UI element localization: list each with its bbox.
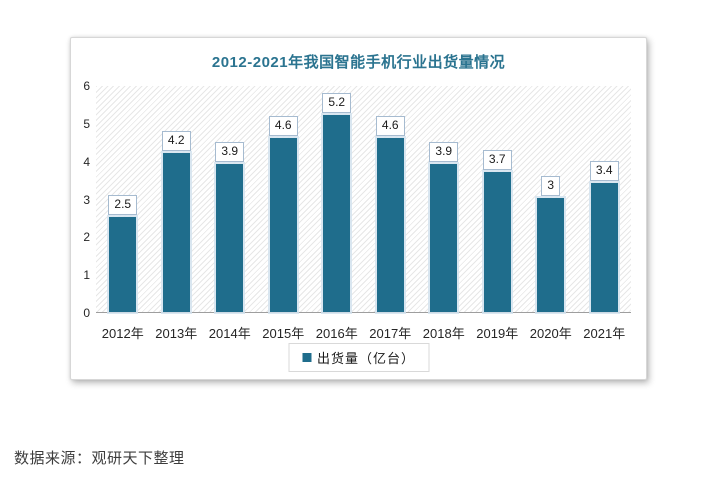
bar (430, 164, 458, 312)
x-axis-tick-label: 2017年 (369, 326, 412, 341)
bar-value-label: 2.5 (108, 195, 138, 215)
source-note: 数据来源：观研天下整理 (14, 450, 185, 467)
bar-value-label: 4.6 (268, 116, 298, 136)
bar-value-label: 3.4 (589, 161, 619, 181)
y-axis-tick-label: 2 (83, 230, 90, 245)
bar (109, 217, 137, 312)
bar-slot: 5.2 (310, 86, 364, 312)
legend-label: 出货量（亿台） (316, 351, 416, 366)
bar-slot: 3.4 (578, 86, 632, 312)
y-axis-tick-label: 5 (83, 116, 90, 131)
x-axis-tick-label: 2014年 (208, 326, 251, 341)
legend-swatch-icon (301, 353, 311, 362)
x-axis-tick-label: 2019年 (476, 326, 519, 341)
legend: 出货量（亿台） (287, 343, 430, 372)
x-axis-tick-label: 2016年 (315, 326, 358, 341)
y-axis: 0 1 2 3 4 5 6 (71, 79, 92, 320)
bar-slot: 4.6 (257, 86, 311, 312)
bar-slot: 3 (524, 86, 578, 312)
bar (323, 115, 351, 312)
bar-value-label: 3.9 (429, 142, 459, 162)
bar (376, 138, 404, 312)
bar (537, 198, 565, 312)
x-axis-tick-label: 2018年 (422, 326, 465, 341)
x-axis-tick-label: 2012年 (101, 326, 144, 341)
bar-value-label: 3 (541, 176, 561, 196)
y-axis-tick-label: 0 (83, 306, 90, 320)
chart-card: 2012-2021年我国智能手机行业出货量情况 0 1 2 3 4 5 6 2.5 4.2 3.… (70, 37, 647, 380)
x-axis-tick-label: 2013年 (155, 326, 198, 341)
bar-value-label: 3.9 (215, 142, 245, 162)
x-axis-tick-label: 2021年 (583, 326, 626, 341)
bar-slot: 2.5 (96, 86, 150, 312)
y-axis-tick-label: 3 (83, 192, 90, 207)
plot-area: 2.5 4.2 3.9 4.6 5.2 4.6 3.9 3.7 3 3.4 (96, 86, 631, 313)
bar (216, 164, 244, 312)
bar-value-label: 4.6 (375, 116, 405, 136)
x-axis-tick-label: 2020年 (529, 326, 572, 341)
bar (590, 183, 618, 312)
bar-slot: 3.7 (471, 86, 525, 312)
bar-slot: 4.2 (150, 86, 204, 312)
bar-series: 2.5 4.2 3.9 4.6 5.2 4.6 3.9 3.7 3 3.4 (96, 86, 631, 312)
y-axis-tick-label: 6 (83, 79, 90, 93)
bar-value-label: 3.7 (482, 150, 512, 170)
bar (162, 153, 190, 312)
bar-slot: 3.9 (417, 86, 471, 312)
x-axis-tick-label: 2015年 (262, 326, 305, 341)
bar (269, 138, 297, 312)
bar-slot: 4.6 (364, 86, 418, 312)
bar (483, 172, 511, 312)
x-axis: 2012年 2013年 2014年 2015年 2016年 2017年 2018年 2019年… (96, 314, 631, 342)
chart-title: 2012-2021年我国智能手机行业出货量情况 (211, 54, 506, 71)
bar-value-label: 5.2 (322, 93, 352, 113)
bar-slot: 3.9 (203, 86, 257, 312)
bar-value-label: 4.2 (161, 131, 191, 151)
y-axis-tick-label: 1 (83, 268, 90, 283)
y-axis-tick-label: 4 (83, 154, 90, 169)
